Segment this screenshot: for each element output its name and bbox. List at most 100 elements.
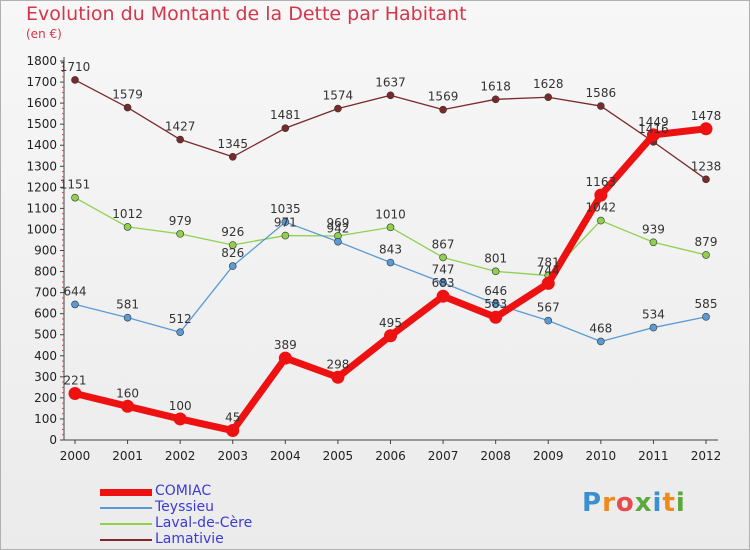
y-tick-label: 100	[34, 412, 57, 426]
data-point	[597, 216, 605, 225]
data-label: 744	[537, 263, 560, 277]
data-label: 1586	[586, 86, 617, 100]
data-label: 1481	[270, 108, 301, 122]
data-label: 1035	[270, 202, 301, 216]
data-point	[226, 424, 240, 438]
data-label: 581	[116, 298, 139, 312]
y-tick-label: 800	[34, 265, 57, 279]
data-point	[702, 175, 710, 184]
legend-label: Teyssieu	[155, 499, 215, 515]
data-label: 512	[169, 312, 192, 326]
data-label: 1569	[428, 90, 459, 104]
logo-letter: o	[615, 488, 635, 518]
data-point	[439, 105, 447, 114]
data-label: 939	[642, 222, 665, 236]
data-label: 1618	[480, 79, 511, 93]
x-tick-label: 2006	[375, 449, 406, 463]
x-tick-label: 2012	[691, 449, 722, 463]
data-point	[68, 386, 82, 400]
data-label: 826	[221, 246, 244, 260]
data-label: 1163	[586, 175, 617, 189]
data-label: 1579	[112, 88, 143, 102]
x-tick-label: 2005	[323, 449, 354, 463]
data-label: 1628	[533, 77, 564, 91]
y-tick-label: 1300	[26, 159, 57, 173]
data-point	[281, 124, 290, 132]
data-label: 781	[537, 256, 560, 270]
data-label: 1238	[691, 159, 722, 173]
data-point	[71, 300, 79, 309]
data-point	[176, 230, 184, 238]
data-point	[491, 300, 500, 308]
y-tick-label: 1600	[26, 96, 57, 110]
data-point	[278, 351, 292, 365]
data-point	[544, 93, 553, 102]
data-point	[334, 237, 342, 246]
data-point	[228, 153, 237, 161]
data-point	[491, 95, 500, 104]
x-tick-label: 2002	[165, 449, 196, 463]
y-tick-label: 1100	[26, 201, 57, 215]
data-label: 1042	[586, 201, 617, 215]
data-label: 926	[221, 225, 244, 239]
data-label: 1637	[375, 75, 406, 89]
data-label: 1427	[165, 120, 196, 134]
y-tick-label: 500	[34, 328, 57, 342]
legend-label: Laval-de-Cère	[155, 515, 253, 531]
data-point	[597, 337, 605, 346]
data-label: 1574	[323, 89, 354, 103]
x-tick-label: 2009	[533, 449, 564, 463]
data-point	[649, 323, 658, 332]
data-label: 45	[225, 411, 240, 425]
data-label: 747	[432, 263, 455, 277]
data-label: 160	[116, 386, 139, 400]
data-point	[121, 399, 135, 413]
y-tick-label: 1700	[26, 75, 57, 89]
data-point	[702, 313, 710, 321]
legend-swatch	[100, 489, 152, 496]
y-tick-label: 1000	[26, 222, 57, 236]
data-label: 1345	[217, 137, 248, 151]
data-point	[491, 267, 500, 276]
data-point	[228, 241, 237, 249]
data-point	[489, 310, 503, 324]
data-label: 1710	[60, 60, 91, 74]
data-label: 534	[642, 308, 665, 322]
data-point	[702, 251, 710, 259]
data-point	[123, 103, 132, 112]
data-label: 1010	[375, 207, 406, 221]
data-label: 100	[169, 399, 192, 413]
logo-letter: x	[634, 488, 653, 518]
x-tick-label: 2004	[270, 449, 301, 463]
legend-label: Lamativie	[155, 531, 224, 547]
data-point	[439, 253, 447, 262]
data-label: 468	[589, 321, 612, 335]
x-tick-label: 2010	[586, 449, 617, 463]
data-label: 942	[326, 222, 349, 236]
chart-unit-label: (en €)	[26, 27, 62, 41]
data-label: 1012	[112, 207, 143, 221]
legend-label: COMIAC	[155, 483, 212, 499]
data-point	[71, 76, 79, 84]
data-point	[331, 370, 345, 384]
data-point	[541, 276, 555, 290]
data-point	[384, 329, 397, 343]
x-tick-label: 2007	[428, 449, 459, 463]
y-tick-label: 1400	[26, 138, 57, 152]
data-label: 646	[484, 284, 507, 298]
legend-swatch	[100, 523, 152, 525]
data-label: 221	[64, 373, 87, 387]
data-point	[176, 328, 184, 336]
data-label: 1151	[60, 178, 91, 192]
data-point	[439, 278, 447, 287]
data-point	[646, 128, 660, 142]
data-label: 971	[274, 216, 297, 230]
legend-swatch	[100, 507, 152, 509]
data-label: 389	[274, 338, 297, 352]
data-label: 843	[379, 243, 402, 257]
data-label: 801	[484, 251, 507, 265]
x-tick-label: 2003	[217, 449, 248, 463]
data-point	[123, 313, 132, 322]
data-label: 583	[484, 297, 507, 311]
data-point	[71, 193, 79, 202]
